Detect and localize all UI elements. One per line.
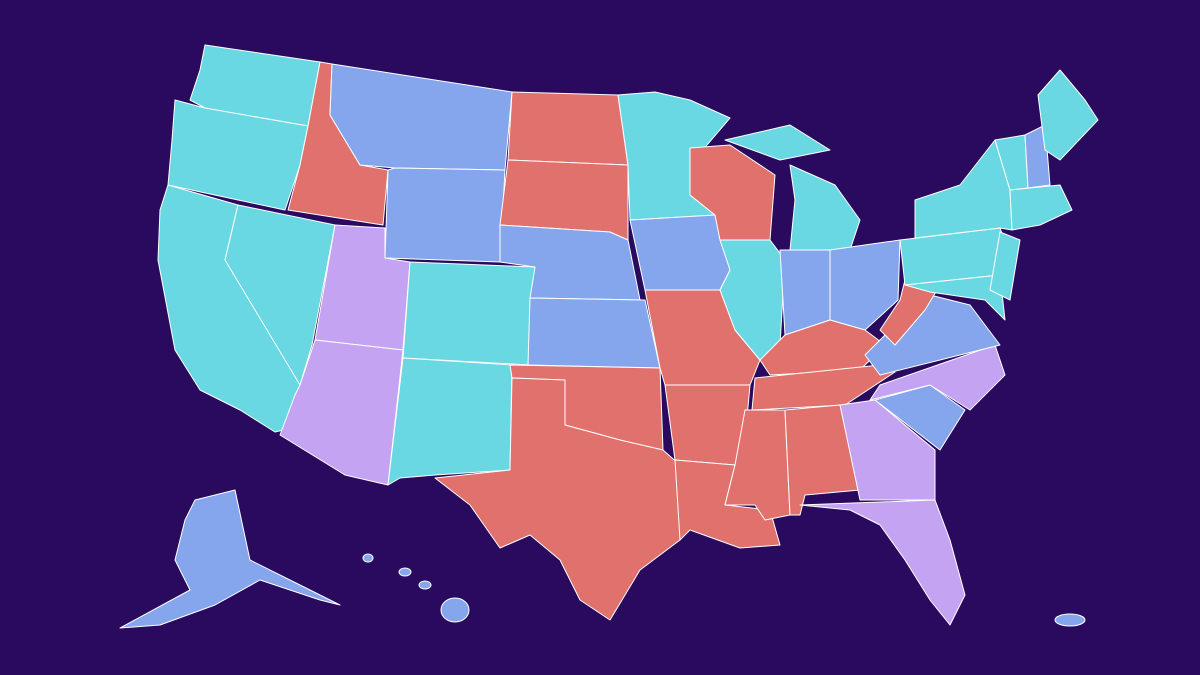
state — [384, 167, 506, 263]
state — [440, 597, 470, 623]
state — [1037, 69, 1099, 161]
state — [724, 124, 831, 161]
state — [119, 489, 341, 629]
state — [1054, 613, 1086, 627]
state — [989, 231, 1021, 301]
state — [398, 567, 412, 577]
state — [751, 364, 896, 411]
state — [799, 499, 966, 626]
state — [1009, 184, 1073, 231]
state — [759, 319, 886, 376]
state — [829, 239, 901, 331]
state — [418, 580, 432, 590]
state — [839, 399, 936, 501]
state — [362, 553, 374, 563]
state — [507, 91, 629, 166]
state — [279, 339, 404, 486]
state — [224, 204, 336, 386]
state — [527, 297, 661, 369]
state — [904, 274, 1006, 321]
state — [402, 261, 536, 366]
state — [434, 377, 681, 621]
state — [167, 99, 309, 211]
state — [629, 214, 731, 291]
state — [387, 357, 513, 486]
states — [119, 44, 1099, 629]
